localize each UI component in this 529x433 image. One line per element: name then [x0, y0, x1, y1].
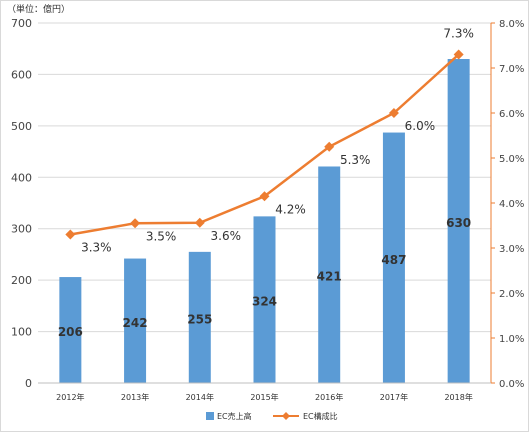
- x-tick-label: 2012年: [56, 392, 84, 402]
- bar: [124, 258, 147, 383]
- unit-label: （単位：億円）: [7, 3, 70, 15]
- y-right-tick-label: 0.0%: [499, 379, 524, 390]
- line-marker: [388, 108, 399, 118]
- y-right-tick-label: 7.0%: [499, 64, 524, 75]
- bar-value-label: 255: [187, 312, 212, 326]
- y-right-tick-label: 8.0%: [499, 19, 524, 30]
- y-right-tick-label: 5.0%: [499, 154, 524, 165]
- line-marker: [259, 191, 270, 202]
- line-value-label: 3.6%: [211, 229, 242, 243]
- line-marker: [324, 141, 335, 152]
- line-series: 3.3% 3.5% 3.6% 4.2% 5.3% 6.0% 7.3%: [65, 27, 474, 255]
- bar: [318, 166, 341, 383]
- line-marker: [194, 217, 205, 228]
- bar-series: 206 242 255 324 421 487 630: [58, 59, 471, 383]
- y-left-tick-label: 600: [11, 68, 32, 81]
- y-axis-right: 0.0% 1.0% 2.0% 3.0% 4.0% 5.0% 6.0% 7.0% 8.0%: [490, 19, 524, 390]
- y-left-tick-label: 400: [11, 171, 32, 184]
- x-tick-label: 2017年: [380, 392, 408, 402]
- legend-line-marker: [282, 412, 290, 420]
- legend: EC売上高 EC構成比: [206, 411, 338, 421]
- bar-value-label: 242: [123, 316, 148, 330]
- line-value-label: 5.3%: [340, 153, 371, 167]
- line-marker: [130, 218, 141, 229]
- line-value-label: 3.5%: [146, 229, 177, 243]
- legend-line-label: EC構成比: [303, 411, 338, 421]
- bar-value-label: 421: [317, 270, 342, 284]
- x-tick-label: 2016年: [315, 392, 343, 402]
- line-marker: [453, 49, 464, 60]
- y-left-tick-label: 100: [11, 326, 32, 339]
- bar-value-label: 324: [252, 295, 277, 309]
- y-left-tick-label: 500: [11, 120, 32, 133]
- bar: [382, 132, 405, 383]
- y-right-tick-label: 4.0%: [499, 199, 524, 210]
- x-tick-label: 2015年: [250, 392, 278, 402]
- y-left-tick-label: 200: [11, 274, 32, 287]
- line-value-label: 7.3%: [443, 27, 474, 41]
- x-tick-label: 2014年: [186, 392, 214, 402]
- bar: [59, 277, 82, 383]
- y-right-tick-label: 2.0%: [499, 289, 524, 300]
- bar: [253, 216, 276, 383]
- y-left-tick-label: 700: [11, 17, 32, 30]
- line-value-label: 6.0%: [405, 119, 436, 133]
- legend-bar-swatch: [206, 412, 214, 420]
- x-tick-label: 2013年: [121, 392, 149, 402]
- bar-value-label: 630: [446, 216, 471, 230]
- bar-value-label: 487: [381, 253, 406, 267]
- x-tick-label: 2018年: [444, 392, 472, 402]
- x-axis: 2012年 2013年 2014年 2015年 2016年 2017年 2018年: [38, 382, 491, 402]
- line-value-label: 3.3%: [81, 241, 112, 255]
- y-left-tick-label: 0: [25, 377, 32, 390]
- y-left-tick-label: 300: [11, 223, 32, 236]
- y-right-tick-label: 1.0%: [499, 334, 524, 345]
- line-value-label: 4.2%: [275, 202, 306, 216]
- bar: [447, 59, 470, 383]
- line-marker: [65, 229, 76, 240]
- bar: [188, 251, 211, 383]
- y-right-tick-label: 6.0%: [499, 109, 524, 120]
- bar-value-label: 206: [58, 325, 83, 339]
- y-axis-left: 0 100 200 300 400 500 600 700: [11, 17, 32, 390]
- y-right-tick-label: 3.0%: [499, 244, 524, 255]
- legend-bar-label: EC売上高: [217, 411, 252, 421]
